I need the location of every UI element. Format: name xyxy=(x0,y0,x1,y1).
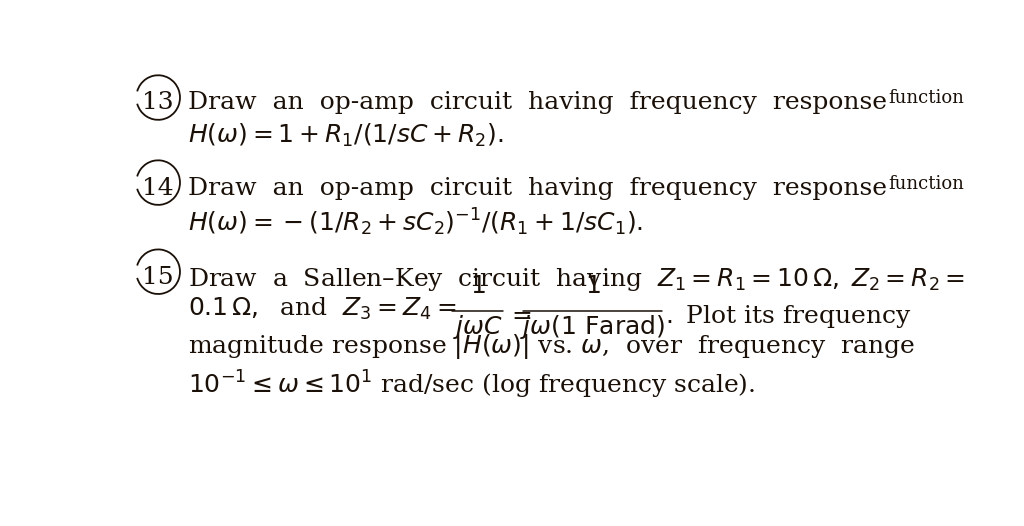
Text: magnitude response $|H(\omega)|$ vs. $\omega$,  over  frequency  range: magnitude response $|H(\omega)|$ vs. $\o… xyxy=(187,332,914,361)
Text: $j\omega(1\ \mathrm{Farad})$: $j\omega(1\ \mathrm{Farad})$ xyxy=(520,313,666,341)
Text: $H(\omega) = 1 + R_1/(1/sC + R_2).$: $H(\omega) = 1 + R_1/(1/sC + R_2).$ xyxy=(187,122,503,149)
Text: 14: 14 xyxy=(142,177,174,199)
Text: $.$ Plot its frequency: $.$ Plot its frequency xyxy=(666,304,911,330)
Text: $H(\omega) = -(1/R_2 + sC_2)^{-1}/(R_1 + 1/sC_1).$: $H(\omega) = -(1/R_2 + sC_2)^{-1}/(R_1 +… xyxy=(187,207,643,238)
Text: $1$: $1$ xyxy=(470,276,485,298)
Text: function: function xyxy=(888,175,965,193)
Text: $=$: $=$ xyxy=(507,304,532,326)
Text: 15: 15 xyxy=(142,266,174,289)
Text: 13: 13 xyxy=(142,92,174,115)
Text: $0.1\,\Omega,$  and  $Z_3 = Z_4 = $: $0.1\,\Omega,$ and $Z_3 = Z_4 = $ xyxy=(187,296,456,322)
Text: Draw  a  Sallen–Key  circuit  having  $Z_1 = R_1 = 10\,\Omega,\; Z_2 = R_2 =$: Draw a Sallen–Key circuit having $Z_1 = … xyxy=(187,266,965,292)
Text: Draw  an  op-amp  circuit  having  frequency  response: Draw an op-amp circuit having frequency … xyxy=(187,92,902,115)
Text: $j\omega C$: $j\omega C$ xyxy=(453,313,503,341)
Text: $1$: $1$ xyxy=(585,276,600,298)
Text: function: function xyxy=(888,89,965,107)
Text: Draw  an  op-amp  circuit  having  frequency  response: Draw an op-amp circuit having frequency … xyxy=(187,177,902,199)
Text: $10^{-1} \leq \omega \leq 10^{1}$ rad/sec (log frequency scale).: $10^{-1} \leq \omega \leq 10^{1}$ rad/se… xyxy=(187,369,755,401)
